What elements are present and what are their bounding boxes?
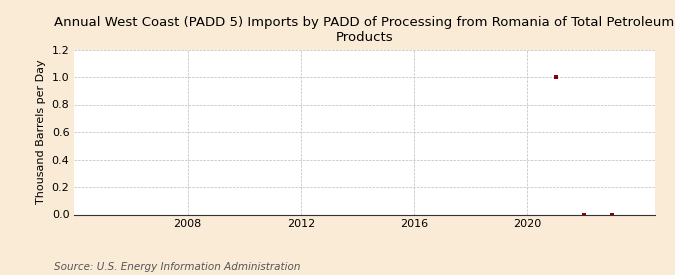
Title: Annual West Coast (PADD 5) Imports by PADD of Processing from Romania of Total P: Annual West Coast (PADD 5) Imports by PA… [55, 16, 674, 44]
Y-axis label: Thousand Barrels per Day: Thousand Barrels per Day [36, 60, 46, 204]
Text: Source: U.S. Energy Information Administration: Source: U.S. Energy Information Administ… [54, 262, 300, 272]
